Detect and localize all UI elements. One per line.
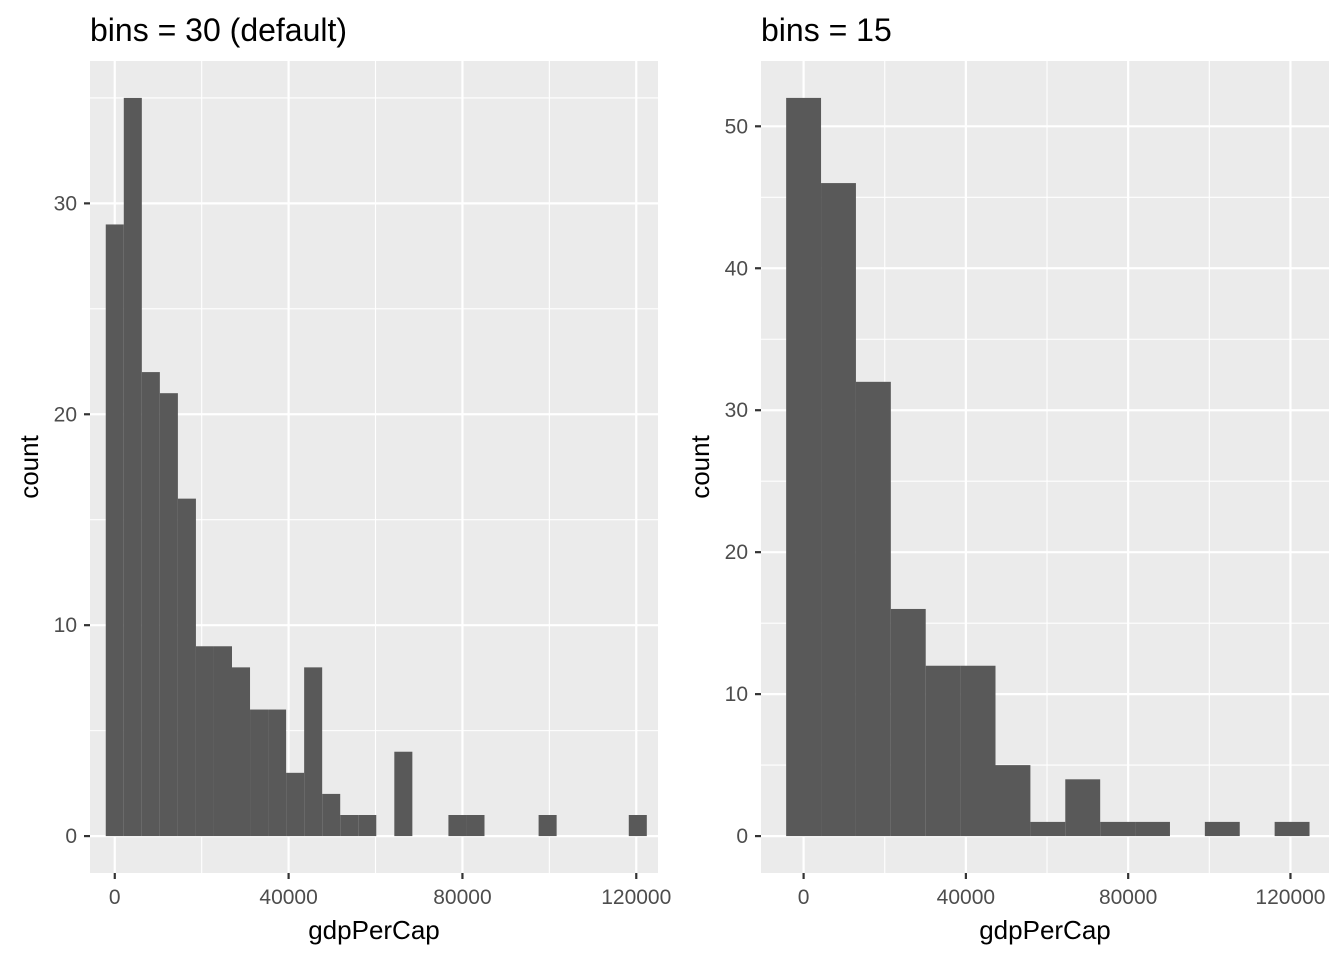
histogram-bar: [358, 815, 377, 837]
histogram-bar: [141, 372, 160, 837]
histogram-bar: [995, 765, 1031, 837]
panel-bins-15: bins = 15 0 40000 80000 120000 0 10 20 30 40 50 g…: [685, 12, 1329, 945]
y-tick-label: 30: [54, 192, 77, 215]
y-tick-label: 40: [725, 257, 748, 280]
x-axis-title: gdpPerCap: [308, 915, 440, 945]
x-tick-label: 40000: [937, 886, 995, 909]
histogram-bar: [177, 498, 196, 837]
histogram-bar: [538, 815, 557, 837]
histogram-bar: [925, 665, 961, 837]
histogram-bar: [213, 646, 232, 837]
histogram-bar: [394, 751, 413, 837]
histogram-bar: [250, 709, 269, 837]
x-tick-label: 0: [798, 886, 810, 909]
histogram-bar: [960, 665, 996, 837]
x-tick-label: 40000: [259, 886, 317, 909]
histogram-bar: [448, 815, 467, 837]
y-tick-label: 20: [54, 403, 77, 426]
histogram-bar: [195, 646, 214, 837]
histogram-bar: [1274, 821, 1310, 837]
histogram-bar: [105, 224, 124, 837]
histogram-bar: [786, 97, 822, 837]
chart-title: bins = 30 (default): [90, 12, 347, 48]
histogram-bar: [322, 793, 341, 837]
histogram-bar: [340, 815, 359, 837]
y-tick-label: 0: [65, 825, 77, 848]
histogram-bar: [628, 815, 647, 837]
ticks: 0 40000 80000 120000 0 10 20 30: [54, 192, 672, 909]
histogram-bar: [466, 815, 485, 837]
y-tick-label: 10: [725, 683, 748, 706]
histogram-bar: [159, 393, 178, 837]
y-axis-title: count: [685, 434, 715, 498]
y-tick-label: 20: [725, 541, 748, 564]
y-tick-label: 10: [54, 614, 77, 637]
y-tick-label: 30: [725, 399, 748, 422]
histogram-bar: [286, 772, 305, 837]
grid: [90, 61, 658, 873]
y-tick-label: 0: [736, 825, 748, 848]
chart-title: bins = 15: [761, 12, 892, 48]
x-tick-label: 80000: [433, 886, 491, 909]
ticks: 0 40000 80000 120000 0 10 20 30 40 50: [725, 115, 1326, 909]
x-axis-title: gdpPerCap: [979, 915, 1111, 945]
bars: [786, 97, 1310, 837]
x-tick-label: 0: [109, 886, 121, 909]
x-tick-label: 120000: [1255, 886, 1325, 909]
y-axis-title: count: [14, 434, 44, 498]
histogram-bar: [1135, 821, 1170, 837]
panel-bins-30: bins = 30 (default) 0 40000 80000 120000 0 10…: [14, 12, 671, 945]
histogram-bar: [268, 709, 287, 837]
histogram-bar: [855, 381, 891, 837]
x-tick-label: 120000: [601, 886, 671, 909]
histogram-bar: [1100, 821, 1136, 837]
histogram-bar: [304, 667, 323, 837]
bars: [105, 97, 647, 837]
y-tick-label: 50: [725, 115, 748, 138]
histogram-bar: [1204, 821, 1240, 837]
histogram-bar: [1030, 821, 1066, 837]
histogram-bar: [821, 183, 856, 837]
histogram-bar: [123, 97, 142, 837]
histogram-bar: [1065, 779, 1101, 837]
x-tick-label: 80000: [1099, 886, 1157, 909]
histogram-bar: [232, 667, 251, 837]
histogram-bar: [890, 608, 926, 837]
